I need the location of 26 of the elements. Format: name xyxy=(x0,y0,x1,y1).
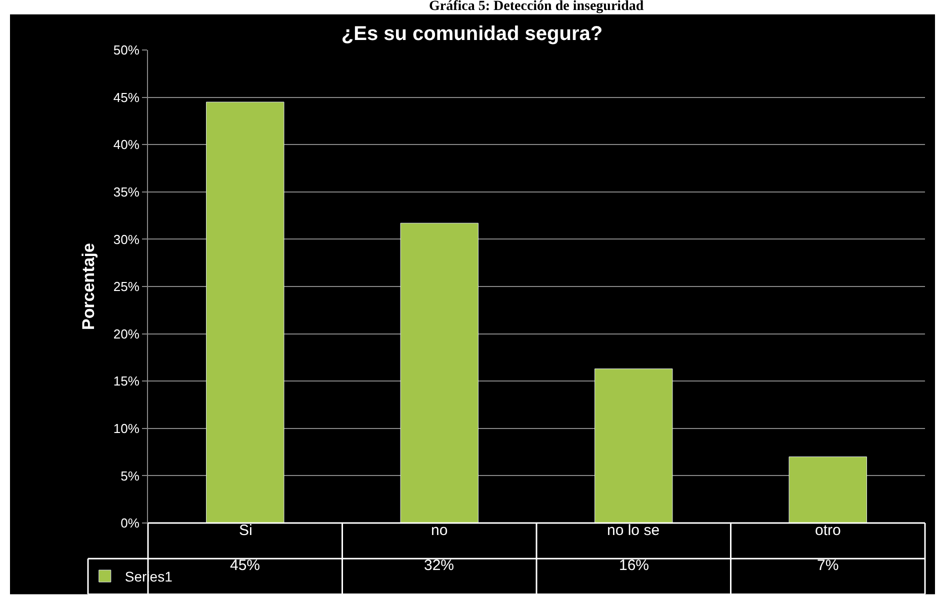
bar xyxy=(206,102,284,523)
y-tick-label: 40% xyxy=(113,137,140,152)
bar xyxy=(788,456,867,523)
bar xyxy=(400,222,478,523)
chart-title: ¿Es su comunidad segura? xyxy=(341,23,603,45)
data-label: 16% xyxy=(619,557,650,574)
x-tick-label: otro xyxy=(815,522,841,539)
y-tick-label: 35% xyxy=(113,184,140,200)
text: Gráfica 5: Detección de inseguridad xyxy=(429,0,644,14)
data-label: 7% xyxy=(817,557,839,574)
y-tick-label: 50% xyxy=(113,42,140,58)
y-tick-label: 10% xyxy=(113,420,140,436)
y-tick-label: 20% xyxy=(113,326,140,342)
bar xyxy=(594,368,673,523)
x-tick-label: no xyxy=(431,522,448,539)
y-tick-label: 5% xyxy=(120,468,140,484)
data-label: 45% xyxy=(230,557,260,574)
y-axis-title: Porcentaje xyxy=(78,243,98,330)
x-tick-label: no lo se xyxy=(607,522,660,539)
data-label: 32% xyxy=(424,557,454,574)
x-tick-label: Si xyxy=(239,522,252,539)
y-tick-label: 15% xyxy=(113,374,140,389)
y-tick-label: 45% xyxy=(113,90,140,105)
y-tick-label: 0% xyxy=(120,516,140,531)
y-tick-label: 25% xyxy=(113,279,140,294)
y-tick-label: 30% xyxy=(113,232,140,247)
